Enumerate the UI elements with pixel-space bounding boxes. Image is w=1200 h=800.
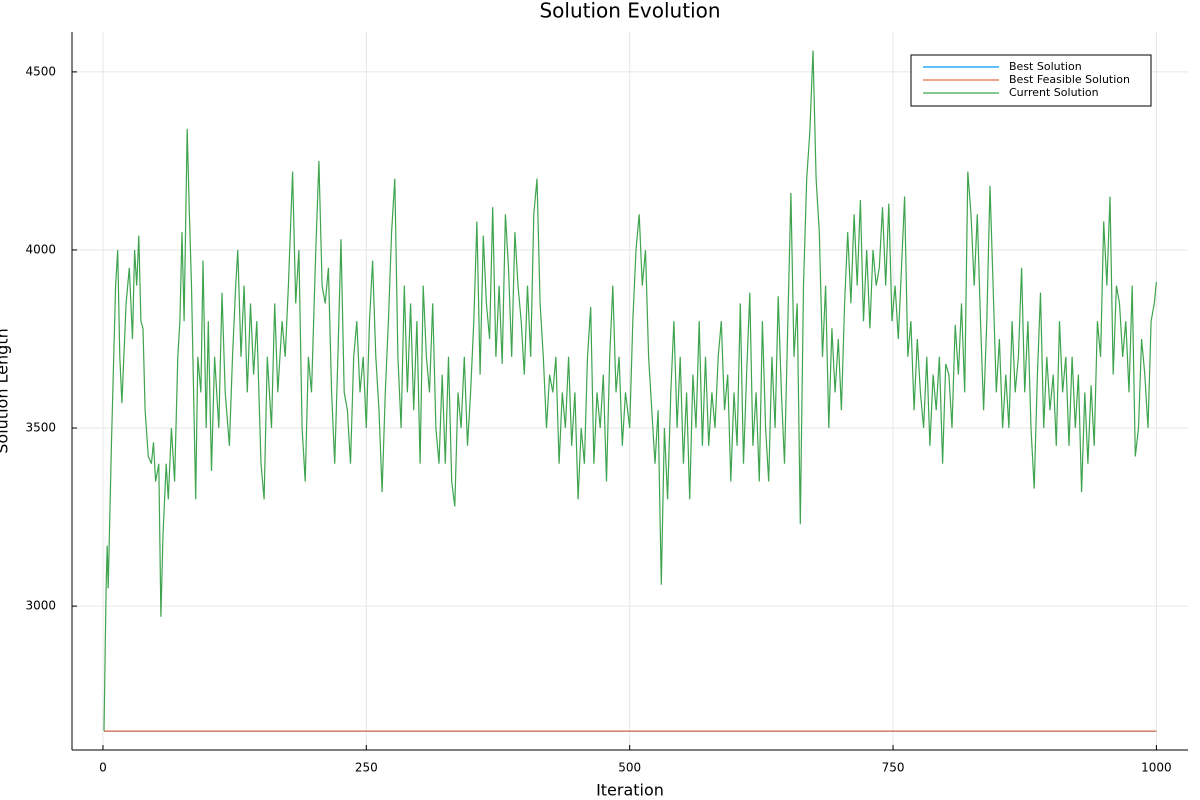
x-tick-label: 250 — [355, 761, 378, 775]
x-tick-label: 1000 — [1141, 761, 1172, 775]
y-tick-label: 3500 — [25, 421, 56, 435]
y-tick-label: 4500 — [25, 64, 56, 78]
legend-label: Best Feasible Solution — [1009, 73, 1130, 86]
y-tick-label: 3000 — [25, 599, 56, 613]
series-line — [103, 50, 1157, 731]
x-tick-label: 0 — [99, 761, 107, 775]
chart-title: Solution Evolution — [539, 0, 720, 23]
y-axis-label: Solution Length — [0, 328, 12, 453]
legend-label: Best Solution — [1009, 60, 1082, 73]
x-tick-label: 500 — [618, 761, 641, 775]
y-tick-label: 4000 — [25, 242, 56, 256]
legend-label: Current Solution — [1009, 86, 1099, 99]
x-axis-label: Iteration — [596, 781, 664, 800]
x-tick-label: 750 — [882, 761, 905, 775]
